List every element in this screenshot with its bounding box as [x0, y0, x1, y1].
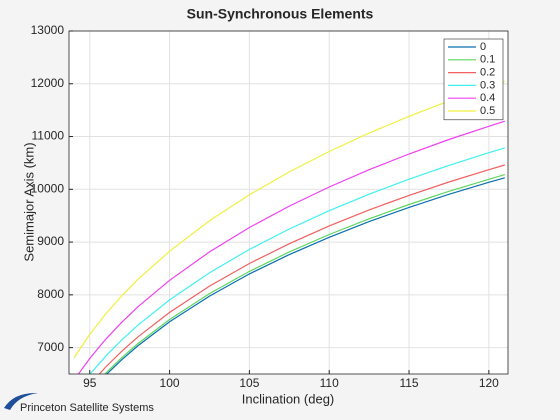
series-line — [89, 147, 505, 374]
series-line — [77, 120, 505, 374]
legend-label: 0.5 — [480, 105, 495, 117]
series-line — [104, 174, 505, 374]
x-axis-label: Inclination (deg) — [242, 391, 335, 406]
y-tick-label: 10000 — [31, 181, 65, 195]
legend-label: 0.2 — [480, 67, 495, 79]
series-line — [73, 80, 505, 359]
y-tick-label: 8000 — [37, 287, 64, 301]
chart-title: Sun-Synchronous Elements — [187, 6, 374, 22]
legend-label: 0.3 — [480, 79, 495, 91]
legend-label: 0.4 — [480, 92, 495, 104]
legend-box — [443, 38, 504, 121]
axes-box — [68, 30, 509, 375]
y-tick-label: 7000 — [37, 340, 64, 354]
y-tick-label: 9000 — [37, 234, 64, 248]
x-tick-label: 100 — [160, 376, 180, 390]
legend-label: 0.1 — [480, 54, 495, 66]
x-tick-label: 120 — [479, 376, 499, 390]
x-tick-label: 105 — [239, 376, 259, 390]
series-line — [98, 164, 505, 374]
logo-text: Princeton Satellite Systems — [20, 402, 154, 414]
logo: Princeton Satellite Systems — [4, 392, 154, 414]
y-tick-label: 12000 — [31, 76, 65, 90]
y-axis-label: Semimajor Axis (km) — [21, 142, 36, 261]
logo-swoosh — [4, 392, 38, 410]
x-tick-label: 95 — [83, 376, 97, 390]
plot-area — [69, 31, 508, 374]
legend-label: 0 — [480, 41, 486, 53]
y-tick-label: 13000 — [31, 23, 65, 37]
x-tick-label: 110 — [320, 376, 339, 390]
y-tick-label: 11000 — [32, 129, 65, 143]
legend: 00.10.20.30.40.5 — [443, 38, 504, 121]
series-line — [105, 177, 505, 374]
series-group — [73, 80, 505, 374]
x-tick-label: 115 — [399, 376, 418, 390]
